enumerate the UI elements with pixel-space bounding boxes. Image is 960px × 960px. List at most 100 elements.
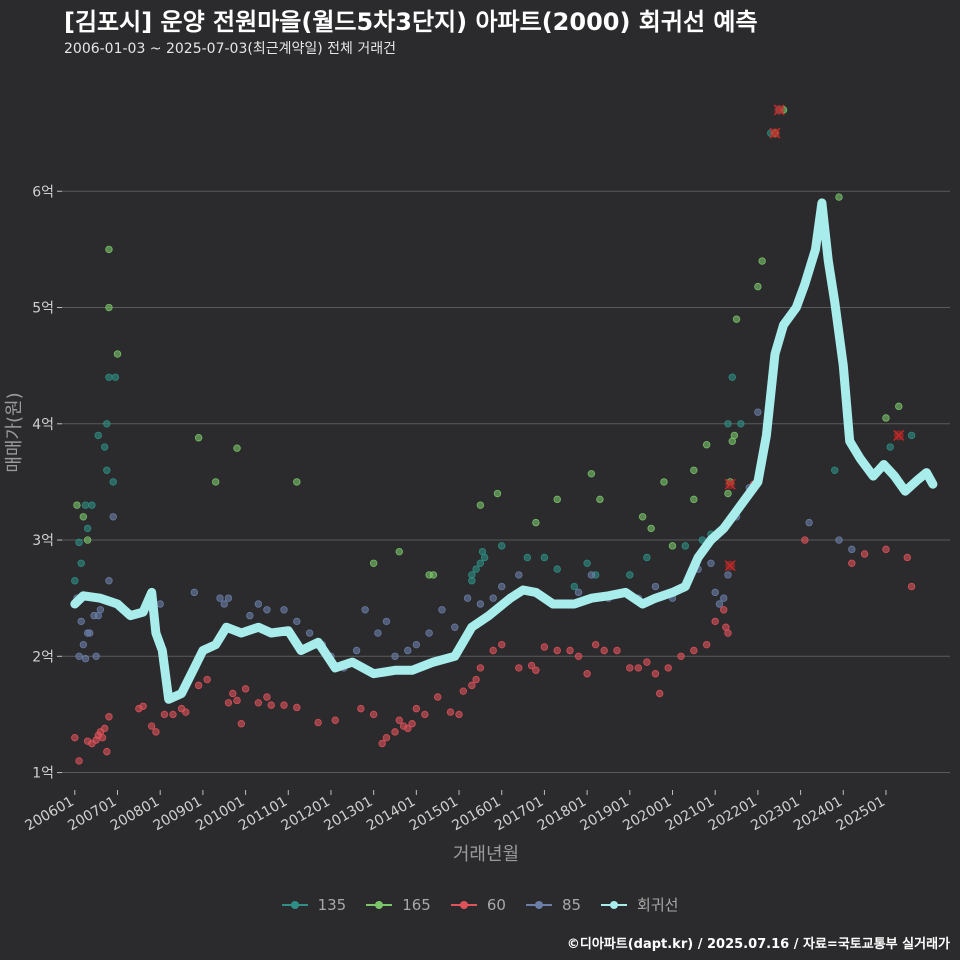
y-tick-label: 5억 xyxy=(32,301,54,317)
data-point-135 xyxy=(83,524,92,533)
data-point-60 xyxy=(169,710,177,719)
data-point-60 xyxy=(527,661,536,670)
chart-title: [김포시] 운양 전원마을(월드5차3단지) 아파트(2000) 회귀선 예측 xyxy=(64,8,758,36)
data-point-85 xyxy=(489,594,497,602)
data-point-85 xyxy=(848,545,856,554)
data-point-165 xyxy=(730,431,739,440)
data-point-135 xyxy=(498,542,506,550)
data-point-60 xyxy=(655,689,664,698)
data-point-85 xyxy=(352,646,361,655)
source-footer: ©디아파트(dapt.kr) / 2025.07.16 / 자료=국토교통부 실… xyxy=(566,937,950,952)
data-point-60 xyxy=(241,685,250,693)
data-point-135 xyxy=(831,466,839,474)
data-point-165 xyxy=(882,414,890,422)
data-point-135 xyxy=(77,559,85,567)
data-point-135 xyxy=(553,565,561,573)
data-point-135 xyxy=(75,538,83,547)
legend-item-85: 85 xyxy=(525,896,581,914)
legend-swatch xyxy=(281,899,308,911)
data-point-85 xyxy=(305,629,314,637)
data-point-60 xyxy=(147,722,156,730)
data-point-60 xyxy=(540,643,549,651)
data-point-135 xyxy=(540,553,549,562)
data-point-165 xyxy=(895,402,903,411)
data-point-60 xyxy=(591,640,600,649)
data-point-85 xyxy=(77,617,85,626)
data-point-60 xyxy=(651,670,660,678)
legend-label: 60 xyxy=(486,895,506,914)
data-point-165 xyxy=(476,501,485,509)
legend-swatch xyxy=(525,899,552,911)
data-point-165 xyxy=(638,513,647,521)
data-point-85 xyxy=(715,600,724,608)
data-point-60 xyxy=(105,713,113,721)
data-point-165 xyxy=(79,513,88,521)
data-point-60 xyxy=(643,658,651,666)
data-point-85 xyxy=(86,629,94,637)
data-point-165 xyxy=(73,501,81,509)
data-point-60 xyxy=(75,757,83,765)
data-point-85 xyxy=(81,654,90,663)
data-point-60 xyxy=(664,664,672,672)
data-point-60 xyxy=(613,646,621,655)
data-point-60 xyxy=(103,747,111,756)
data-point-85 xyxy=(216,594,224,602)
data-point-60 xyxy=(801,536,809,544)
legend-swatch xyxy=(601,899,628,911)
data-point-85 xyxy=(412,640,421,649)
outlier-cross xyxy=(769,127,781,139)
data-point-60 xyxy=(459,687,468,695)
data-point-165 xyxy=(587,470,596,478)
data-point-60 xyxy=(702,640,711,649)
data-point-135 xyxy=(737,420,745,428)
data-point-60 xyxy=(515,664,523,672)
data-point-135 xyxy=(472,565,480,573)
data-point-135 xyxy=(103,420,111,428)
data-point-60 xyxy=(724,629,732,637)
data-point-85 xyxy=(105,577,113,585)
data-point-60 xyxy=(532,666,540,674)
data-point-135 xyxy=(681,542,690,550)
data-point-165 xyxy=(724,489,732,498)
legend-item-60: 60 xyxy=(450,895,506,914)
data-point-60 xyxy=(566,646,574,655)
data-point-135 xyxy=(88,501,96,509)
data-point-165 xyxy=(596,495,604,504)
data-point-60 xyxy=(408,720,416,728)
data-point-165 xyxy=(395,547,403,556)
x-axis-title: 거래년월 xyxy=(453,844,519,865)
data-point-165 xyxy=(233,444,241,452)
data-point-85 xyxy=(382,617,391,626)
outlier-cross xyxy=(893,429,905,441)
data-point-135 xyxy=(71,577,79,585)
data-point-60 xyxy=(391,728,399,736)
data-point-135 xyxy=(103,466,111,474)
data-point-135 xyxy=(724,420,732,428)
data-point-85 xyxy=(451,623,459,631)
regression-line xyxy=(70,198,938,704)
data-point-85 xyxy=(75,652,83,661)
data-point-135 xyxy=(643,553,651,562)
data-point-85 xyxy=(463,594,472,602)
data-point-85 xyxy=(515,571,523,579)
outlier-cross xyxy=(724,478,736,490)
data-point-60 xyxy=(369,710,378,719)
outlier-cross xyxy=(773,104,785,116)
data-point-85 xyxy=(391,652,399,661)
data-point-165 xyxy=(668,542,677,550)
data-point-85 xyxy=(651,582,660,591)
data-point-135 xyxy=(886,443,894,451)
legend-label: 회귀선 xyxy=(637,896,679,914)
data-point-85 xyxy=(425,629,433,637)
legend-item-165: 165 xyxy=(366,896,431,914)
data-point-60 xyxy=(574,652,583,661)
data-point-60 xyxy=(903,553,912,562)
data-point-85 xyxy=(720,594,728,602)
outlier-cross xyxy=(724,560,736,572)
data-point-60 xyxy=(472,675,480,684)
data-point-85 xyxy=(374,629,382,637)
data-point-60 xyxy=(907,582,916,591)
data-point-135 xyxy=(100,443,109,451)
data-point-135 xyxy=(523,553,532,562)
